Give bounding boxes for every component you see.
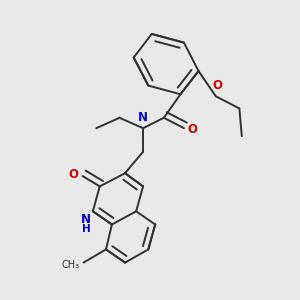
Text: O: O xyxy=(212,79,223,92)
Text: N: N xyxy=(137,111,147,124)
Text: N: N xyxy=(81,213,91,226)
Text: H: H xyxy=(82,224,91,235)
Text: O: O xyxy=(188,123,197,136)
Text: CH₃: CH₃ xyxy=(62,260,80,270)
Text: O: O xyxy=(68,168,78,181)
